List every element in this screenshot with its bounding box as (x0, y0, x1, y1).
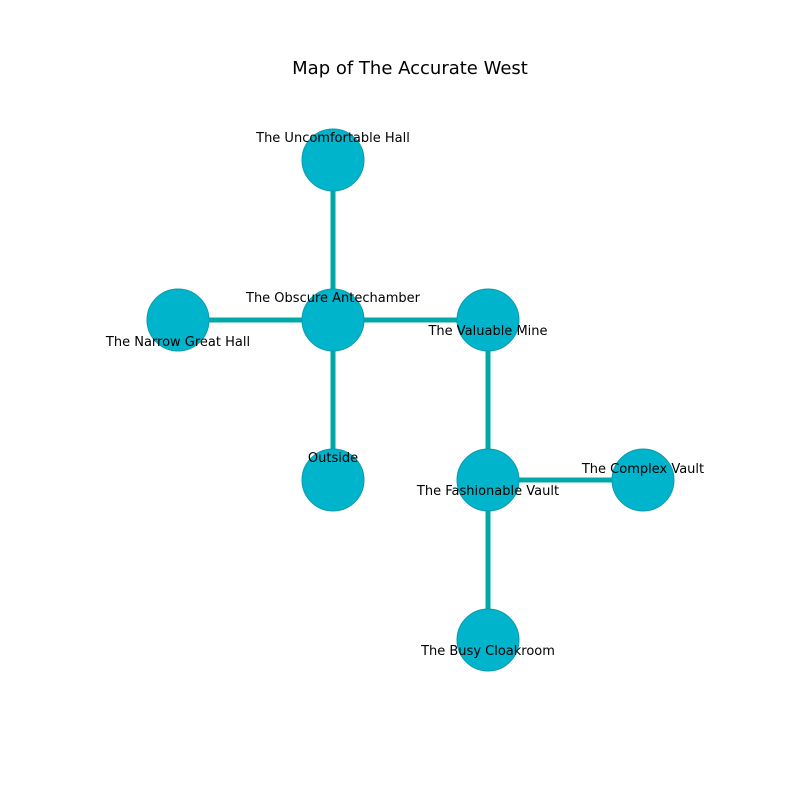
connections-layer (178, 160, 643, 640)
room-node-fashionable-vault (456, 448, 520, 512)
room-node-valuable-mine (456, 288, 520, 352)
rooms-layer (146, 128, 675, 672)
room-node-uncomfortable-hall (301, 128, 365, 192)
labels-layer: The Uncomfortable Hall The Narrow Great H… (105, 131, 704, 659)
room-label-fashionable-vault: The Fashionable Vault (416, 484, 559, 499)
room-label-outside: Outside (308, 451, 358, 466)
room-node-outside (301, 448, 365, 512)
room-label-valuable-mine: The Valuable Mine (427, 324, 547, 339)
room-node-obscure-antechamber (301, 288, 365, 352)
map-title: Map of The Accurate West (292, 58, 528, 79)
room-label-busy-cloakroom: The Busy Cloakroom (420, 644, 555, 659)
room-node-busy-cloakroom (456, 608, 520, 672)
room-node-narrow-great-hall (146, 288, 210, 352)
room-label-complex-vault: The Complex Vault (581, 462, 704, 477)
room-label-obscure-antechamber: The Obscure Antechamber (245, 291, 421, 306)
room-node-complex-vault (611, 448, 675, 512)
room-label-uncomfortable-hall: The Uncomfortable Hall (255, 131, 410, 146)
room-label-narrow-great-hall: The Narrow Great Hall (105, 335, 250, 350)
